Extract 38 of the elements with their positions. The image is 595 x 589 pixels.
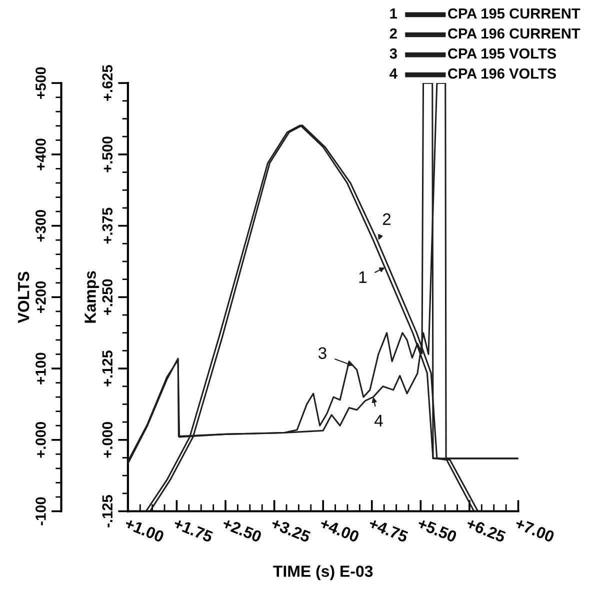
x-tick-label: +3.25 — [270, 517, 312, 543]
legend-label: CPA 195 CURRENT — [448, 8, 580, 19]
annotation: 1 — [359, 271, 366, 283]
text: 2 — [390, 28, 397, 39]
y2-tick-label: +300 — [36, 210, 46, 242]
y2-tick-label: +.000 — [36, 422, 46, 458]
legend-label: CPA 196 VOLTS — [448, 68, 556, 79]
annotation: 2 — [382, 213, 391, 225]
y-tick-label: +.500 — [102, 136, 113, 172]
text: 4 — [390, 68, 398, 79]
x-tick-label: +1.00 — [124, 517, 165, 543]
y-tick-label: -.125 — [102, 495, 113, 528]
legend-label: CPA 195 VOLTS — [448, 48, 556, 59]
annotation: 3 — [318, 347, 326, 360]
y2-axis-title: VOLTS — [18, 272, 30, 324]
x-tick-label: +2.50 — [222, 517, 262, 543]
x-axis-title: TIME (s) E-03 — [273, 565, 373, 580]
x-tick-label: +4.00 — [319, 517, 360, 543]
y2-tick-label: +400 — [36, 138, 46, 170]
annotation: 4 — [374, 414, 383, 426]
y-tick-label: +.375 — [102, 208, 113, 244]
x-tick-label: +6.25 — [466, 517, 506, 543]
legend-label: CPA 196 CURRENT — [448, 28, 580, 39]
y-tick-label: +.000 — [102, 422, 113, 458]
y2-tick-label: +200 — [36, 281, 46, 313]
x-tick-label: +4.75 — [368, 518, 409, 543]
x-tick-label: +5.50 — [416, 517, 458, 543]
x-tick-label: +7.00 — [514, 517, 555, 543]
text: 1 — [390, 8, 398, 18]
y-tick-label: +.625 — [102, 65, 113, 101]
y-tick-label: +.250 — [102, 279, 113, 315]
y2-tick-label: +100 — [36, 352, 46, 384]
x-tick-label: +1.75 — [172, 518, 214, 543]
y2-tick-label: +500 — [36, 67, 46, 99]
y-axis-title: Kamps — [84, 271, 100, 323]
y-tick-label: +.125 — [102, 350, 113, 386]
text: 3 — [390, 48, 397, 59]
y2-tick-label: -100 — [36, 497, 46, 526]
